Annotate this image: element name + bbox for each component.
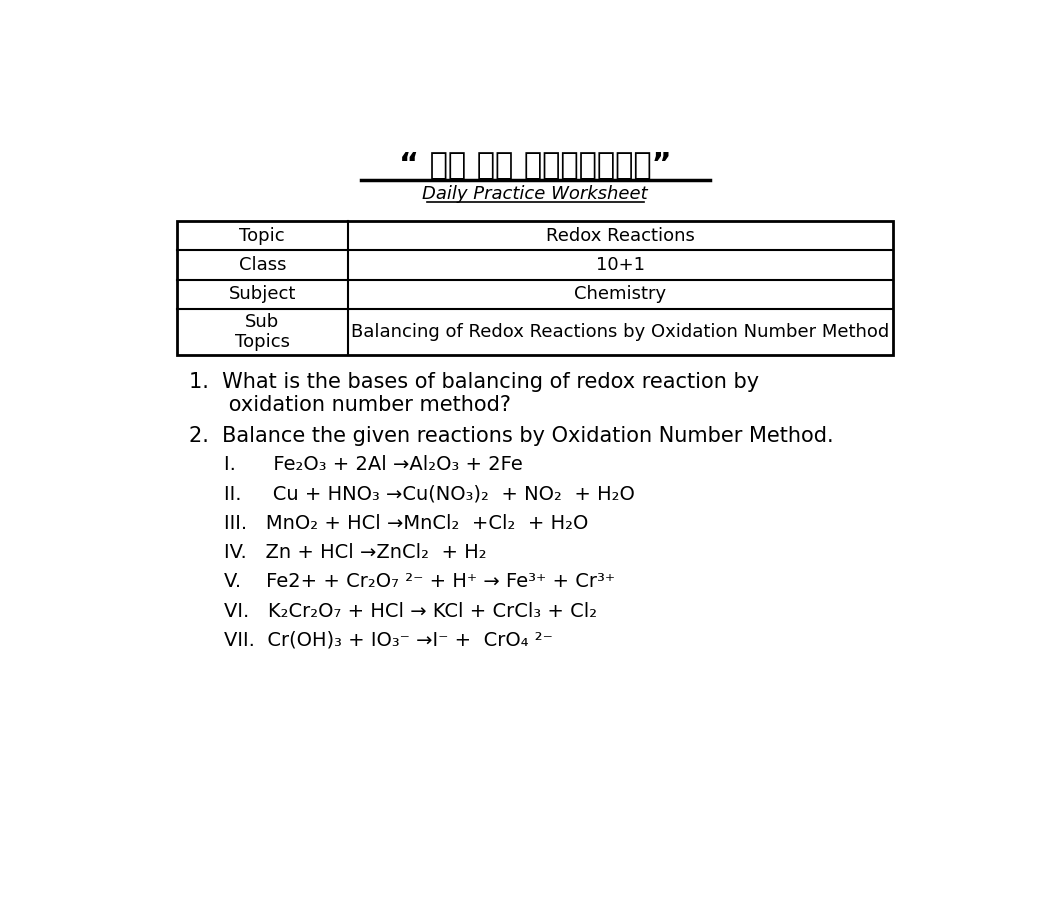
Text: Subject: Subject xyxy=(229,285,295,303)
Text: 2.  Balance the given reactions by Oxidation Number Method.: 2. Balance the given reactions by Oxidat… xyxy=(189,426,833,446)
Text: oxidation number method?: oxidation number method? xyxy=(189,395,511,415)
Text: V.    Fe2+ + Cr₂O₇ ²⁻ + H⁺ → Fe³⁺ + Cr³⁺: V. Fe2+ + Cr₂O₇ ²⁻ + H⁺ → Fe³⁺ + Cr³⁺ xyxy=(223,573,615,591)
Text: Daily Practice Worksheet: Daily Practice Worksheet xyxy=(422,186,648,203)
Text: I.      Fe₂O₃ + 2Al →Al₂O₃ + 2Fe: I. Fe₂O₃ + 2Al →Al₂O₃ + 2Fe xyxy=(223,455,522,474)
Text: II.     Cu + HNO₃ →Cu(NO₃)₂  + NO₂  + H₂O: II. Cu + HNO₃ →Cu(NO₃)₂ + NO₂ + H₂O xyxy=(223,484,635,504)
Text: Redox Reactions: Redox Reactions xyxy=(546,227,694,244)
Text: Chemistry: Chemistry xyxy=(574,285,666,303)
Text: “ हर घर पाठशाला”: “ हर घर पाठशाला” xyxy=(399,151,671,179)
Text: Topic: Topic xyxy=(239,227,285,244)
Text: Sub
Topics: Sub Topics xyxy=(235,312,290,351)
Text: III.   MnO₂ + HCl →MnCl₂  +Cl₂  + H₂O: III. MnO₂ + HCl →MnCl₂ +Cl₂ + H₂O xyxy=(223,514,588,533)
Text: Balancing of Redox Reactions by Oxidation Number Method: Balancing of Redox Reactions by Oxidatio… xyxy=(351,323,889,341)
Text: VII.  Cr(OH)₃ + IO₃⁻ →I⁻ +  CrO₄ ²⁻: VII. Cr(OH)₃ + IO₃⁻ →I⁻ + CrO₄ ²⁻ xyxy=(223,630,552,650)
Text: IV.   Zn + HCl →ZnCl₂  + H₂: IV. Zn + HCl →ZnCl₂ + H₂ xyxy=(223,543,487,562)
Text: 1.  What is the bases of balancing of redox reaction by: 1. What is the bases of balancing of red… xyxy=(189,372,759,392)
Text: 10+1: 10+1 xyxy=(596,256,645,274)
Text: Class: Class xyxy=(238,256,286,274)
Bar xyxy=(177,221,893,355)
Text: VI.   K₂Cr₂O₇ + HCl → KCl + CrCl₃ + Cl₂: VI. K₂Cr₂O₇ + HCl → KCl + CrCl₃ + Cl₂ xyxy=(223,602,596,620)
